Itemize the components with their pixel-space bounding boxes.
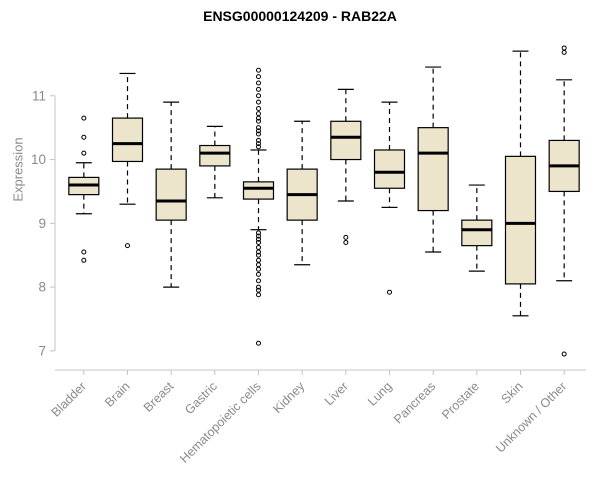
y-tick-label: 8 <box>38 280 46 295</box>
outlier-point <box>256 80 261 86</box>
iqr-box <box>504 155 537 285</box>
x-category-label: Breast <box>141 379 177 415</box>
outlier-point <box>256 249 261 255</box>
box-prostate <box>461 184 493 272</box>
box-hematopoietic-cells <box>242 67 275 346</box>
outlier-point <box>256 99 261 105</box>
box-unknown-other <box>548 45 580 357</box>
x-category-label: Gastric <box>182 379 220 417</box>
outlier-point <box>256 141 261 147</box>
box-lung <box>373 101 406 295</box>
outlier-point <box>387 289 392 295</box>
box-bladder <box>68 115 100 263</box>
outlier-point <box>256 284 261 290</box>
x-category-label: Lung <box>365 379 395 409</box>
x-category-label: Brain <box>102 379 133 410</box>
box-breast <box>155 101 187 288</box>
outlier-point <box>256 340 261 346</box>
outlier-point <box>256 128 261 134</box>
outlier-point <box>256 86 261 92</box>
outlier-point <box>256 111 261 117</box>
outlier-point <box>256 278 261 284</box>
y-tick-label: 7 <box>38 343 46 358</box>
outlier-point <box>256 257 261 263</box>
x-category-label: Liver <box>322 379 351 408</box>
chart-title: ENSG00000124209 - RAB22A <box>203 8 397 24</box>
outlier-point <box>256 236 261 242</box>
x-category-label: Bladder <box>49 379 89 419</box>
box-skin <box>504 50 537 317</box>
outlier-point <box>343 239 349 245</box>
outlier-point <box>256 239 261 245</box>
outlier-point <box>81 150 87 156</box>
iqr-box <box>461 219 493 247</box>
outlier-point <box>81 249 87 255</box>
outlier-point <box>256 144 261 150</box>
outlier-point <box>256 74 261 80</box>
outlier-point <box>256 245 261 251</box>
box-brain <box>111 72 144 249</box>
outlier-point <box>125 243 130 249</box>
outlier-point <box>561 351 567 357</box>
outlier-point <box>256 233 261 239</box>
x-category-label: Pancreas <box>391 379 438 426</box>
outlier-point <box>81 257 87 263</box>
outlier-point <box>256 292 261 298</box>
x-category-label: Kidney <box>270 379 307 416</box>
outlier-point <box>256 262 261 268</box>
outlier-point <box>256 266 261 272</box>
outlier-point <box>561 45 567 51</box>
x-category-label: Skin <box>499 379 526 406</box>
outlier-point <box>256 106 261 112</box>
outlier-point <box>256 125 261 131</box>
outlier-point <box>256 230 261 236</box>
iqr-box <box>330 120 362 161</box>
iqr-box <box>111 117 144 163</box>
box-pancreas <box>417 66 449 253</box>
outlier-point <box>81 134 87 140</box>
outlier-point <box>256 131 261 137</box>
iqr-box <box>155 168 187 221</box>
box-liver <box>330 88 362 245</box>
box-gastric <box>199 125 231 199</box>
outlier-point <box>561 49 567 55</box>
y-tick-label: 10 <box>31 152 46 167</box>
outlier-point <box>256 271 261 277</box>
outlier-point <box>256 93 261 99</box>
box-kidney <box>286 120 318 266</box>
outlier-point <box>256 252 261 258</box>
outlier-point <box>256 67 261 73</box>
outlier-point <box>256 137 261 143</box>
iqr-box <box>373 149 406 189</box>
y-tick-label: 9 <box>38 216 46 231</box>
iqr-box <box>242 181 275 200</box>
x-category-label: Hematopoietic cells <box>177 379 264 466</box>
outlier-point <box>256 118 261 124</box>
x-category-label: Prostate <box>439 379 482 422</box>
iqr-box <box>199 144 231 167</box>
iqr-box <box>417 127 449 212</box>
outlier-point <box>343 234 349 240</box>
outlier-point <box>81 115 87 121</box>
y-tick-label: 11 <box>32 88 46 103</box>
